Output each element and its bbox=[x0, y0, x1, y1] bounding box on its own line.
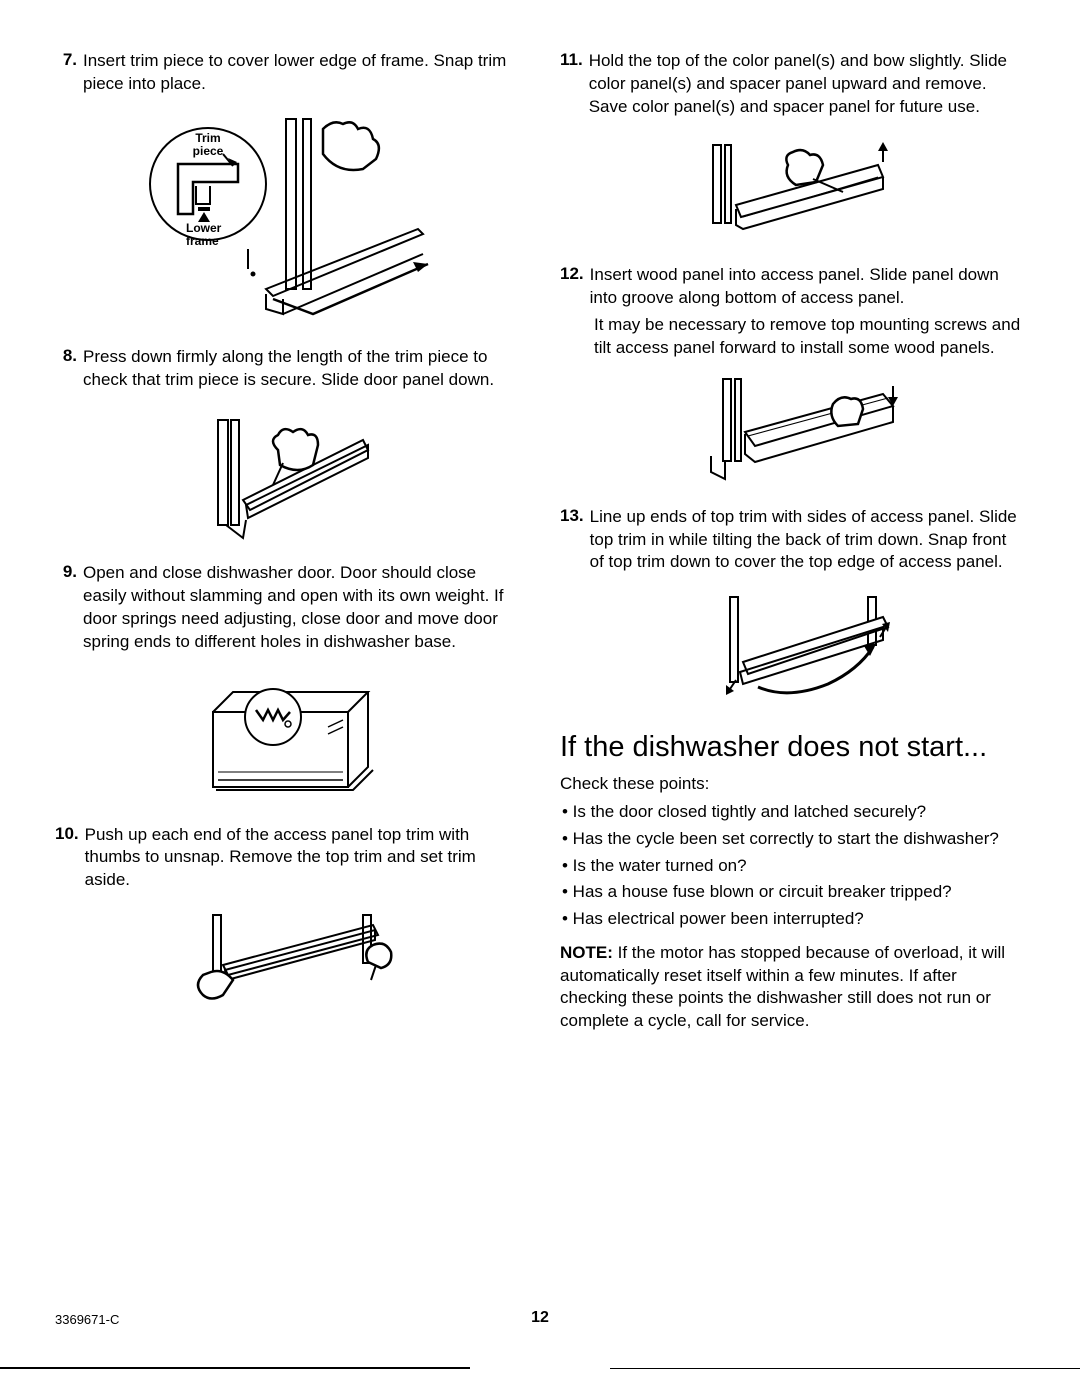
color-panel-illustration bbox=[688, 137, 898, 242]
figure-8 bbox=[55, 410, 520, 540]
step-8: 8. Press down firmly along the length of… bbox=[55, 346, 520, 392]
footer-rule-left bbox=[0, 1367, 470, 1369]
step-8-number: 8. bbox=[55, 346, 83, 366]
door-spring-illustration bbox=[188, 672, 388, 802]
label-piece: piece bbox=[192, 144, 223, 158]
step-10-number: 10. bbox=[55, 824, 85, 844]
step-7: 7. Insert trim piece to cover lower edge… bbox=[55, 50, 520, 96]
bullet-2: • Has the cycle been set correctly to st… bbox=[560, 827, 1025, 852]
step-13-text: Line up ends of top trim with sides of a… bbox=[590, 506, 1025, 575]
figure-11 bbox=[560, 137, 1025, 242]
step-9-text: Open and close dishwasher door. Door sho… bbox=[83, 562, 520, 654]
step-7-text: Insert trim piece to cover lower edge of… bbox=[83, 50, 520, 96]
step-9-number: 9. bbox=[55, 562, 83, 582]
right-column: 11. Hold the top of the color panel(s) a… bbox=[560, 50, 1025, 1033]
check-points-label: Check these points: bbox=[560, 774, 1025, 794]
step-10: 10. Push up each end of the access panel… bbox=[55, 824, 520, 893]
step-8-text: Press down firmly along the length of th… bbox=[83, 346, 520, 392]
bullet-4: • Has a house fuse blown or circuit brea… bbox=[560, 880, 1025, 905]
figure-13 bbox=[560, 592, 1025, 707]
two-column-layout: 7. Insert trim piece to cover lower edge… bbox=[55, 50, 1025, 1033]
wood-panel-illustration bbox=[683, 374, 903, 484]
step-12-text: Insert wood panel into access panel. Sli… bbox=[590, 264, 1025, 310]
figure-10 bbox=[55, 910, 520, 1010]
top-trim-illustration bbox=[688, 592, 898, 707]
step-11-text: Hold the top of the color panel(s) and b… bbox=[589, 50, 1025, 119]
left-column: 7. Insert trim piece to cover lower edge… bbox=[55, 50, 520, 1033]
page-footer: 3369671-C 12 bbox=[55, 1312, 1025, 1327]
step-10-text: Push up each end of the access panel top… bbox=[85, 824, 520, 893]
access-panel-trim-illustration bbox=[173, 910, 403, 1010]
troubleshoot-heading: If the dishwasher does not start... bbox=[560, 731, 1025, 764]
step-13: 13. Line up ends of top trim with sides … bbox=[560, 506, 1025, 575]
step-9: 9. Open and close dishwasher door. Door … bbox=[55, 562, 520, 654]
bullet-5: • Has electrical power been interrupted? bbox=[560, 907, 1025, 932]
press-trim-illustration bbox=[188, 410, 388, 540]
step-11-number: 11. bbox=[560, 50, 589, 70]
doc-id: 3369671-C bbox=[55, 1312, 119, 1327]
figure-12 bbox=[560, 374, 1025, 484]
trim-piece-illustration: Trim piece Lower frame bbox=[138, 114, 438, 324]
figure-9 bbox=[55, 672, 520, 802]
footer-rule-right bbox=[610, 1368, 1080, 1370]
step-12: 12. Insert wood panel into access panel.… bbox=[560, 264, 1025, 360]
step-11: 11. Hold the top of the color panel(s) a… bbox=[560, 50, 1025, 119]
figure-7: Trim piece Lower frame bbox=[55, 114, 520, 324]
bullet-1: • Is the door closed tightly and latched… bbox=[560, 800, 1025, 825]
page-number: 12 bbox=[531, 1309, 549, 1327]
label-trim: Trim bbox=[195, 131, 220, 145]
step-12-subtext: It may be necessary to remove top mounti… bbox=[594, 314, 1025, 360]
bullet-3: • Is the water turned on? bbox=[560, 854, 1025, 879]
label-lower: Lower bbox=[186, 221, 222, 235]
step-7-number: 7. bbox=[55, 50, 83, 70]
note-text: If the motor has stopped because of over… bbox=[560, 943, 1005, 1031]
step-12-number: 12. bbox=[560, 264, 590, 284]
step-13-number: 13. bbox=[560, 506, 590, 526]
label-frame: frame bbox=[186, 234, 219, 248]
note-label: NOTE: bbox=[560, 943, 613, 962]
note-paragraph: NOTE: If the motor has stopped because o… bbox=[560, 942, 1025, 1034]
